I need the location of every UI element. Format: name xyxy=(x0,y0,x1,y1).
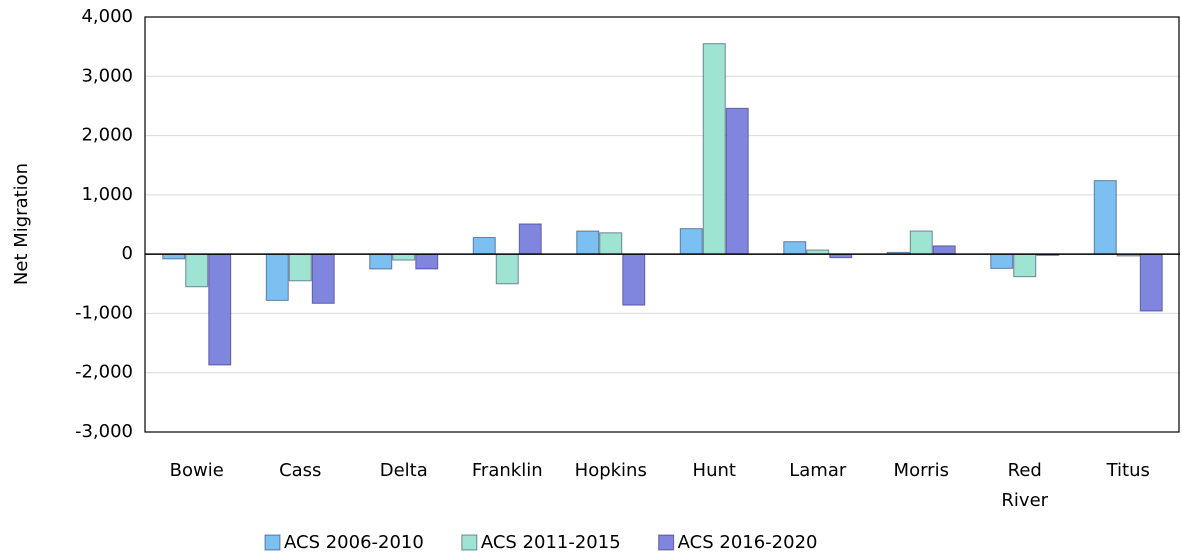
legend-label: ACS 2016-2020 xyxy=(678,532,818,553)
bar xyxy=(392,253,416,261)
x-tick-label: Delta xyxy=(379,460,428,481)
x-tick-label: Lamar xyxy=(789,460,847,481)
bar xyxy=(679,228,703,255)
bar xyxy=(265,253,289,301)
bar xyxy=(288,253,312,282)
x-tick-label: Titus xyxy=(1106,460,1150,481)
y-tick-label: 2,000 xyxy=(81,125,133,146)
bar xyxy=(783,241,807,255)
bar xyxy=(415,253,439,270)
plot-frame xyxy=(144,16,1180,433)
bar xyxy=(1013,253,1037,278)
legend-swatch xyxy=(461,534,478,551)
x-tick-label: Red River xyxy=(1001,460,1049,511)
legend-swatch xyxy=(658,534,675,551)
bar xyxy=(1093,180,1117,255)
y-tick-label: -1,000 xyxy=(75,302,133,323)
x-tick-label: Franklin xyxy=(471,460,543,481)
y-tick-label: 3,000 xyxy=(81,65,133,86)
bar xyxy=(725,107,749,255)
bar xyxy=(576,230,600,255)
bar xyxy=(472,237,496,255)
bar xyxy=(185,253,209,288)
y-axis-title: Net Migration xyxy=(11,163,32,285)
bar xyxy=(495,253,519,285)
bar xyxy=(311,253,335,304)
bar xyxy=(702,43,726,255)
legend-label: ACS 2006-2010 xyxy=(284,532,424,553)
y-tick-label: -3,000 xyxy=(75,421,133,442)
bar xyxy=(369,253,393,270)
bar xyxy=(990,253,1014,269)
bar xyxy=(208,253,232,366)
bar xyxy=(599,232,623,255)
bar xyxy=(1139,253,1163,312)
y-tick-label: -2,000 xyxy=(75,362,133,383)
x-tick-label: Morris xyxy=(893,460,949,481)
y-tick-label: 4,000 xyxy=(81,6,133,27)
x-tick-label: Hunt xyxy=(692,460,736,481)
x-tick-label: Cass xyxy=(279,460,322,481)
bar xyxy=(932,245,956,255)
legend-label: ACS 2011-2015 xyxy=(481,532,621,553)
bar xyxy=(518,223,542,255)
bar xyxy=(622,253,646,306)
bar xyxy=(909,230,933,255)
x-tick-label: Hopkins xyxy=(574,460,647,481)
y-tick-label: 1,000 xyxy=(81,184,133,205)
x-tick-label: Bowie xyxy=(169,460,224,481)
y-tick-label: 0 xyxy=(122,243,133,264)
legend-swatch xyxy=(264,534,281,551)
